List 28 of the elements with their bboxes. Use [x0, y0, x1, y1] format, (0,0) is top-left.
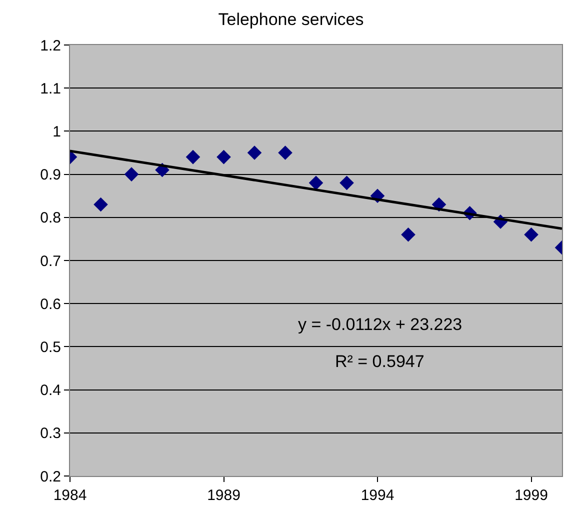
- point: [278, 146, 292, 160]
- x-tick-label: 1999: [514, 487, 548, 504]
- y-tick-label: 0.9: [40, 166, 61, 184]
- point: [401, 227, 416, 242]
- y-tick-label: 0.5: [40, 338, 61, 356]
- chart-title: Telephone services: [218, 10, 364, 29]
- annotation: R² = 0.5947: [335, 352, 424, 371]
- y-tick-label: 0.8: [40, 210, 61, 227]
- y-tick-label: 0.3: [40, 425, 61, 442]
- point: [308, 176, 324, 190]
- point: [247, 146, 262, 160]
- point: [94, 197, 108, 212]
- point: [124, 167, 139, 182]
- point: [524, 227, 538, 242]
- y-tick-label: 0.7: [40, 252, 61, 270]
- x-tick-label: 1984: [53, 487, 87, 504]
- y-tick-label: 1.2: [40, 37, 61, 54]
- y-tick-label: 0.6: [40, 296, 61, 313]
- point: [186, 150, 200, 164]
- annotation: y = -0.0112x + 23.223: [298, 315, 462, 334]
- point: [216, 150, 231, 164]
- y-tick-label: 0.4: [40, 382, 61, 400]
- y-tick-label: 1.1: [40, 80, 61, 98]
- y-tick-label: 1: [52, 123, 61, 140]
- x-tick-label: 1989: [207, 487, 240, 504]
- point: [340, 176, 354, 190]
- y-tick-label: 0.2: [40, 468, 61, 486]
- x-tick-label: 1994: [360, 487, 394, 504]
